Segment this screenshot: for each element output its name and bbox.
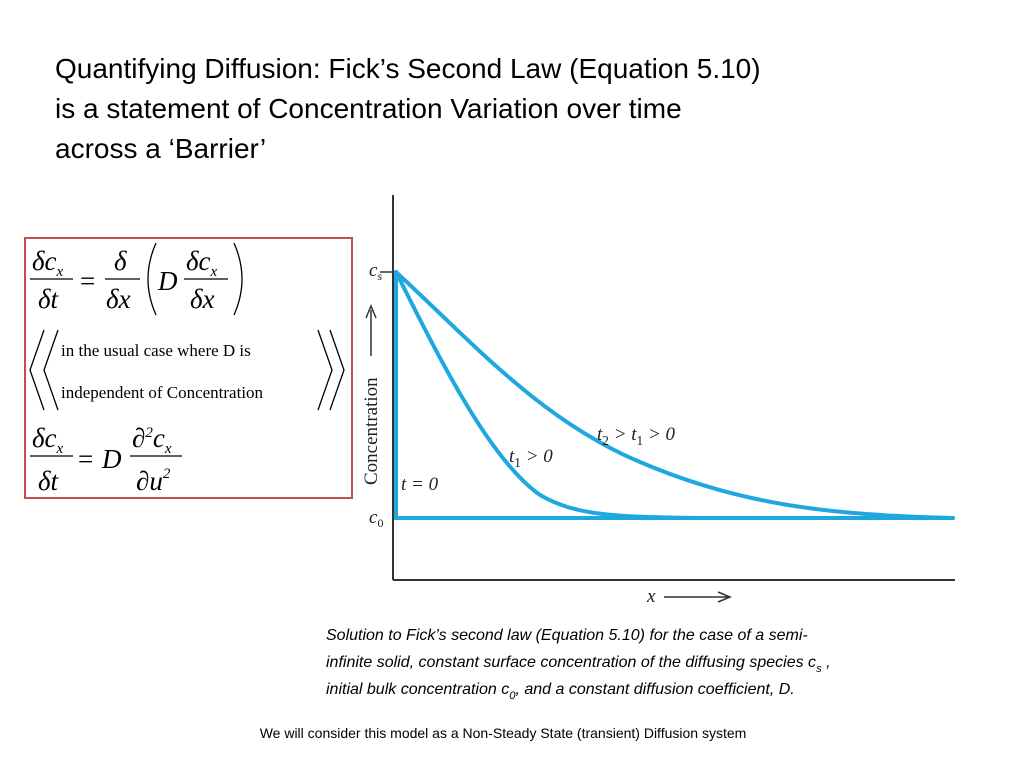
text-segment: , and a constant diffusion coefficient, … — [515, 681, 794, 698]
bulk-label: c0 — [369, 507, 383, 530]
math: ∂u — [136, 466, 163, 496]
math: 2 — [145, 425, 153, 441]
math: δc — [32, 246, 57, 276]
text-segment: 2 — [602, 433, 609, 448]
math: c — [153, 423, 165, 453]
equation-box — [24, 237, 353, 499]
text-segment: s — [816, 663, 822, 675]
graph: cs c0 Concentration x t = 0 t1 > 0 t2 > … — [361, 195, 955, 607]
math: δcx — [32, 246, 64, 280]
footer: We will consider this model as a Non-Ste… — [260, 725, 747, 741]
x-axis-label: x — [646, 586, 656, 607]
math: δcx — [32, 423, 64, 457]
angle-bracket — [317, 329, 345, 411]
text-segment: 0 — [509, 690, 516, 702]
angle-bracket — [29, 329, 59, 411]
curve-t0 — [394, 270, 955, 520]
parenthesis — [147, 242, 157, 316]
caption-line: Solution to Fick’s second law (Equation … — [326, 627, 808, 644]
math: δc — [32, 423, 57, 453]
label: c — [369, 260, 378, 281]
parenthesis — [233, 242, 243, 316]
math: ∂ — [132, 423, 145, 453]
text-segment: initial bulk concentration c — [326, 681, 509, 698]
math: x — [210, 264, 218, 280]
text-segment: , — [822, 654, 831, 671]
label: 0 — [377, 516, 383, 530]
equation-1: δcx δt = δ δx D δcx δx — [30, 242, 243, 316]
surface-label: cs — [369, 260, 382, 283]
curve-label: t = 0 — [401, 474, 439, 495]
arrow — [365, 304, 377, 356]
text-segment: infinite solid, constant surface concent… — [326, 654, 816, 671]
math: δt — [38, 284, 60, 314]
curve-label: t1 > 0 — [509, 446, 553, 470]
math: δx — [190, 284, 215, 314]
curve-t1 — [394, 270, 702, 520]
title-line: is a statement of Concentration Variatio… — [55, 93, 682, 124]
label: s — [377, 269, 382, 283]
text-segment: 1 — [637, 433, 644, 448]
math: δ — [114, 246, 127, 276]
note: in the usual case where D is independent… — [29, 329, 345, 411]
arrow — [664, 591, 732, 603]
math: = — [78, 444, 93, 474]
math: x — [56, 441, 64, 457]
equation-2: δcx δt = D ∂2cx ∂u2 — [30, 423, 182, 496]
math: δcx — [186, 246, 218, 280]
math: D — [101, 444, 122, 474]
text-segment: > t — [609, 424, 637, 445]
math: 2 — [163, 466, 171, 482]
curve-t2 — [394, 270, 955, 520]
math: D — [157, 266, 178, 296]
text-segment: Solution to Fick’s second law (Equation … — [326, 627, 808, 644]
caption-line: initial bulk concentration c0, and a con… — [326, 681, 795, 702]
math: δc — [186, 246, 211, 276]
math: x — [164, 441, 172, 457]
title-line: Quantifying Diffusion: Fick’s Second Law… — [55, 53, 761, 84]
math: x — [56, 264, 64, 280]
text-segment: t = 0 — [401, 474, 439, 495]
math: ∂u2 — [136, 466, 171, 496]
text-segment: t — [597, 424, 603, 445]
note-line: independent of Concentration — [61, 383, 264, 402]
text-segment: > 0 — [643, 424, 675, 445]
math: ∂2cx — [132, 423, 172, 457]
note-line: in the usual case where D is — [61, 341, 251, 360]
math: = — [80, 266, 95, 296]
text-segment: t — [509, 446, 515, 467]
text-segment: > 0 — [521, 446, 553, 467]
text-segment: 1 — [514, 455, 521, 470]
caption-line: infinite solid, constant surface concent… — [326, 654, 831, 675]
curve-label: t2 > t1 > 0 — [597, 424, 676, 448]
math: δt — [38, 466, 60, 496]
label: c — [369, 507, 378, 528]
y-axis-label: Concentration — [361, 377, 382, 485]
math: δx — [106, 284, 131, 314]
title-line: across a ‘Barrier’ — [55, 133, 266, 164]
